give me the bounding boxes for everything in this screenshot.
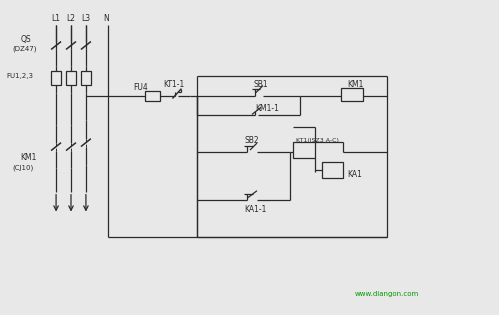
Bar — [145, 91, 161, 100]
Text: L1: L1 — [51, 14, 60, 23]
Text: www.diangon.com: www.diangon.com — [354, 291, 419, 297]
Text: KA1: KA1 — [347, 170, 362, 179]
Text: KM1: KM1 — [20, 153, 36, 163]
Bar — [341, 88, 363, 101]
Text: QS: QS — [20, 35, 31, 43]
Bar — [66, 71, 76, 85]
Bar — [321, 162, 343, 178]
Text: FU1,2,3: FU1,2,3 — [6, 73, 33, 79]
Text: SB2: SB2 — [244, 136, 258, 145]
Text: KA1-1: KA1-1 — [244, 205, 266, 214]
Bar — [293, 142, 315, 158]
Text: (DZ47): (DZ47) — [12, 46, 37, 52]
Text: N: N — [103, 14, 109, 23]
Text: KM1: KM1 — [347, 80, 364, 89]
Text: KT1(JSZ3 A-C): KT1(JSZ3 A-C) — [296, 138, 339, 143]
Bar — [51, 71, 61, 85]
Text: FU4: FU4 — [134, 83, 148, 92]
Text: L2: L2 — [66, 14, 75, 23]
Text: (CJ10): (CJ10) — [12, 165, 33, 171]
Text: L3: L3 — [81, 14, 90, 23]
Text: KT1-1: KT1-1 — [164, 80, 185, 89]
Text: SB1: SB1 — [254, 80, 268, 89]
Bar — [81, 71, 91, 85]
Text: KM1-1: KM1-1 — [255, 104, 279, 113]
